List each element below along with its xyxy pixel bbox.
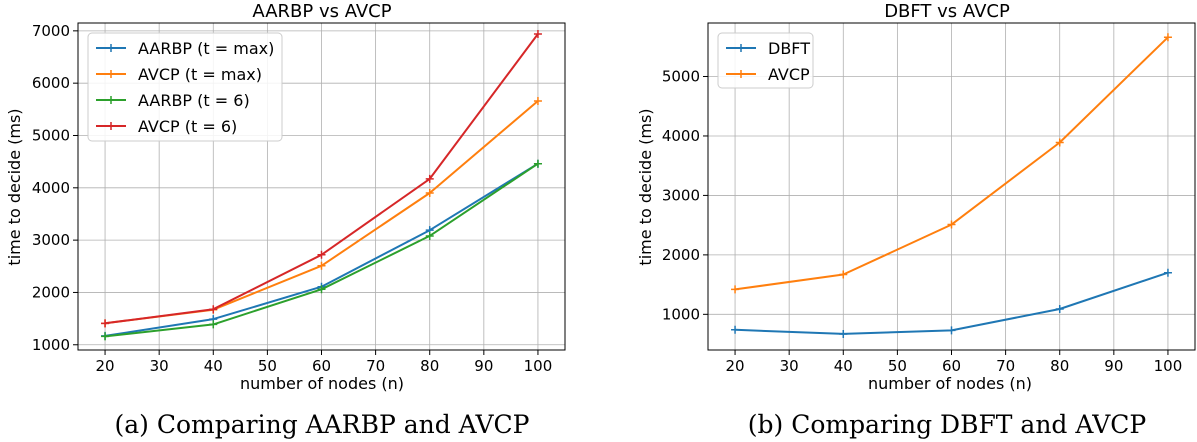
x-tick-label: 80 [420,357,439,375]
data-point-avcp-t-max [533,96,542,105]
data-point-avcp-t-6 [317,250,326,259]
x-tick-label: 20 [96,357,115,375]
x-tick-label: 70 [996,357,1015,375]
chart-aarbp-vs-avcp: AARBP vs AVCP 20 30 40 50 60 70 80 90 100 1000 20… [5,1,566,439]
y-tick-label: 1000 [32,336,70,354]
x-axis-label: number of nodes (n) [868,374,1032,393]
legend-label: DBFT [768,39,810,58]
x-tick-label: 100 [1154,357,1183,375]
caption-a: (a) Comparing AARBP and AVCP [115,410,530,439]
grid [78,23,565,350]
x-tick-label: 30 [780,357,799,375]
x-tick-label: 60 [312,357,331,375]
y-ticks: 1000 2000 3000 4000 5000 [662,68,708,323]
y-tick-label: 5000 [32,126,70,144]
y-axis-label: time to decide (ms) [636,108,655,265]
legend: AARBP (t = max) AVCP (t = max) AARBP (t = … [87,32,283,142]
y-tick-label: 6000 [32,74,70,92]
data-point-avcp-t-max [425,189,434,198]
y-tick-label: 2000 [662,246,700,264]
data-point-dbft [1163,268,1172,277]
series-lines [101,29,542,341]
legend-marker [107,44,115,52]
x-tick-label: 20 [726,357,745,375]
x-ticks: 20 30 40 50 60 70 80 90 100 [96,350,553,375]
chart-dbft-vs-avcp: DBFT vs AVCP 20 30 40 50 60 70 80 90 100 1000 200… [636,1,1196,439]
data-point-avcp-t-6 [533,29,542,38]
y-tick-label: 7000 [32,22,70,40]
data-point-avcp-t-6 [101,319,110,328]
legend-label: AVCP (t = max) [138,65,262,84]
legend: DBFT AVCP [717,32,814,89]
legend-label: AARBP (t = 6) [138,91,250,110]
legend-marker [107,96,115,104]
y-tick-label: 3000 [662,186,700,204]
data-point-dbft [731,325,740,334]
data-point-avcp [947,220,956,229]
x-tick-label: 50 [888,357,907,375]
y-tick-label: 3000 [32,231,70,249]
x-tick-label: 60 [942,357,961,375]
legend-marker [737,70,745,78]
data-point-avcp [1163,33,1172,42]
legend-marker [737,44,745,52]
x-tick-label: 90 [474,357,493,375]
x-tick-label: 70 [366,357,385,375]
legend-marker [107,70,115,78]
x-tick-label: 30 [150,357,169,375]
legend-label: AARBP (t = max) [138,39,274,58]
legend-box [87,32,283,142]
x-tick-label: 80 [1050,357,1069,375]
y-ticks: 1000 2000 3000 4000 5000 6000 7000 [32,22,78,354]
data-point-dbft [1055,304,1064,313]
x-tick-label: 50 [258,357,277,375]
data-point-aarbp-t-6 [101,332,110,341]
x-tick-label: 40 [834,357,853,375]
legend-label: AVCP [768,65,810,84]
legend-marker [107,122,115,130]
x-tick-label: 40 [204,357,223,375]
series-lines [731,33,1172,338]
data-point-avcp [839,270,848,279]
x-tick-label: 100 [524,357,553,375]
y-tick-label: 2000 [32,283,70,301]
data-point-aarbp-t-6 [425,231,434,240]
data-point-aarbp-t-6 [317,285,326,294]
y-tick-label: 4000 [32,179,70,197]
data-point-dbft [839,329,848,338]
y-tick-label: 4000 [662,127,700,145]
data-point-avcp-t-max [317,261,326,270]
data-point-avcp-t-6 [209,305,218,314]
data-point-aarbp-t-6 [533,159,542,168]
y-tick-label: 5000 [662,68,700,86]
data-point-aarbp-t-6 [209,320,218,329]
x-tick-label: 90 [1104,357,1123,375]
x-ticks: 20 30 40 50 60 70 80 90 100 [726,350,1183,375]
caption-b: (b) Comparing DBFT and AVCP [748,410,1146,439]
data-point-avcp [731,285,740,294]
data-point-dbft [947,326,956,335]
data-point-avcp-t-6 [425,174,434,183]
y-tick-label: 1000 [662,305,700,323]
data-point-avcp [1055,138,1064,147]
x-axis-label: number of nodes (n) [240,374,404,393]
chart-title: AARBP vs AVCP [252,1,391,22]
y-axis-label: time to decide (ms) [5,108,24,265]
chart-title: DBFT vs AVCP [884,1,1010,22]
legend-label: AVCP (t = 6) [138,117,237,136]
